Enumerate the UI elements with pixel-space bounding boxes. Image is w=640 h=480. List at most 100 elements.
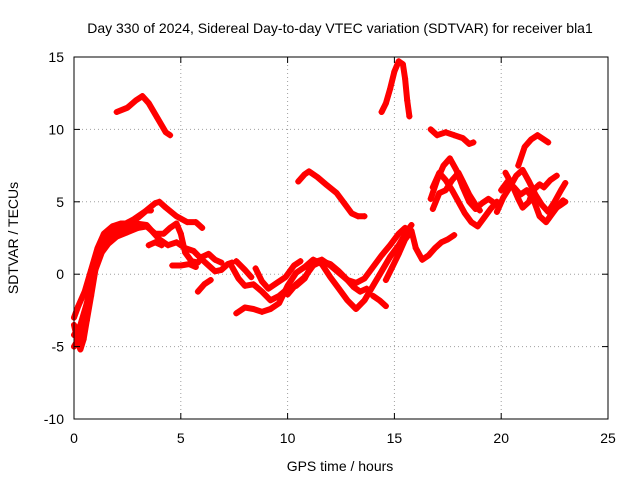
data-point — [297, 258, 304, 265]
data-point — [370, 282, 377, 289]
data-point — [250, 281, 257, 288]
data-point — [265, 285, 272, 292]
series-track-04 — [71, 220, 225, 353]
data-point — [536, 213, 543, 220]
y-tick-label: 5 — [56, 194, 64, 210]
data-point — [427, 195, 434, 202]
data-point — [370, 263, 377, 270]
data-point — [459, 178, 466, 185]
data-point — [519, 204, 526, 211]
data-point — [132, 97, 139, 104]
data-point — [164, 242, 171, 249]
axes: 0 5 10 15 20 25 -10 -5 0 5 10 15 — [44, 49, 616, 446]
series-line — [233, 222, 415, 317]
data-point — [472, 201, 479, 208]
data-point — [248, 274, 255, 281]
data-point — [205, 262, 212, 269]
data-point — [160, 230, 167, 237]
data-point — [305, 168, 312, 175]
data-point — [468, 219, 475, 226]
data-point — [199, 253, 206, 260]
data-point — [408, 221, 415, 228]
data-point — [267, 297, 274, 304]
data-point — [395, 230, 402, 237]
y-tick-label: 15 — [48, 49, 64, 65]
data-point — [211, 268, 218, 275]
data-point — [502, 169, 509, 176]
data-point — [333, 190, 340, 197]
data-point — [207, 276, 214, 283]
data-point — [461, 210, 468, 217]
data-point — [139, 93, 146, 100]
data-point — [252, 265, 259, 272]
data-point — [201, 281, 208, 288]
y-tick-label: 10 — [48, 121, 64, 137]
data-point — [186, 261, 193, 268]
series-track-16 — [295, 168, 368, 220]
data-point — [113, 109, 120, 116]
y-axis-label: SDTVAR / TECUs — [5, 182, 21, 294]
data-point — [258, 308, 265, 315]
data-point — [109, 223, 116, 230]
data-point — [434, 132, 441, 139]
data-point — [158, 242, 165, 249]
data-point — [205, 250, 212, 257]
series-track-21 — [429, 169, 483, 214]
series-track-26 — [502, 169, 560, 211]
data-point — [233, 310, 240, 317]
data-point — [498, 187, 505, 194]
data-point — [192, 263, 199, 270]
data-point — [406, 113, 413, 120]
data-point — [493, 208, 500, 215]
data-point — [459, 135, 466, 142]
series-track-20 — [429, 169, 500, 230]
data-point — [218, 259, 225, 266]
data-point — [284, 291, 291, 298]
data-point — [152, 230, 159, 237]
data-point — [282, 274, 289, 281]
data-point — [523, 187, 530, 194]
data-point — [147, 207, 154, 214]
data-point — [154, 114, 161, 121]
data-point — [399, 61, 406, 68]
data-point — [378, 252, 385, 259]
data-point — [184, 219, 191, 226]
series-track-08 — [113, 93, 174, 139]
series-line — [295, 168, 368, 220]
data-point — [224, 261, 231, 268]
data-point — [551, 206, 558, 213]
data-point — [229, 263, 236, 270]
data-point — [182, 249, 189, 256]
data-point — [335, 268, 342, 275]
data-point — [449, 187, 456, 194]
data-point — [135, 224, 142, 231]
data-point — [429, 184, 436, 191]
data-point — [466, 191, 473, 198]
data-point — [335, 285, 342, 292]
data-point — [547, 177, 554, 184]
series-track-24 — [515, 132, 552, 169]
data-point — [402, 236, 409, 243]
data-point — [446, 155, 453, 162]
data-point — [444, 236, 451, 243]
data-point — [98, 249, 105, 256]
data-point — [438, 239, 445, 246]
data-point — [361, 213, 368, 220]
x-tick-label: 15 — [387, 430, 403, 446]
data-point — [382, 276, 389, 283]
data-point — [485, 195, 492, 202]
data-point — [241, 304, 248, 311]
data-point — [105, 240, 112, 247]
data-point — [233, 258, 240, 265]
series-track-25 — [545, 198, 569, 223]
data-point — [318, 258, 325, 265]
data-point — [162, 204, 169, 211]
data-point — [323, 181, 330, 188]
data-point — [515, 162, 522, 169]
data-point — [474, 223, 481, 230]
data-point — [382, 303, 389, 310]
series-line — [378, 58, 413, 120]
data-point — [173, 239, 180, 246]
x-tick-label: 0 — [70, 430, 78, 446]
